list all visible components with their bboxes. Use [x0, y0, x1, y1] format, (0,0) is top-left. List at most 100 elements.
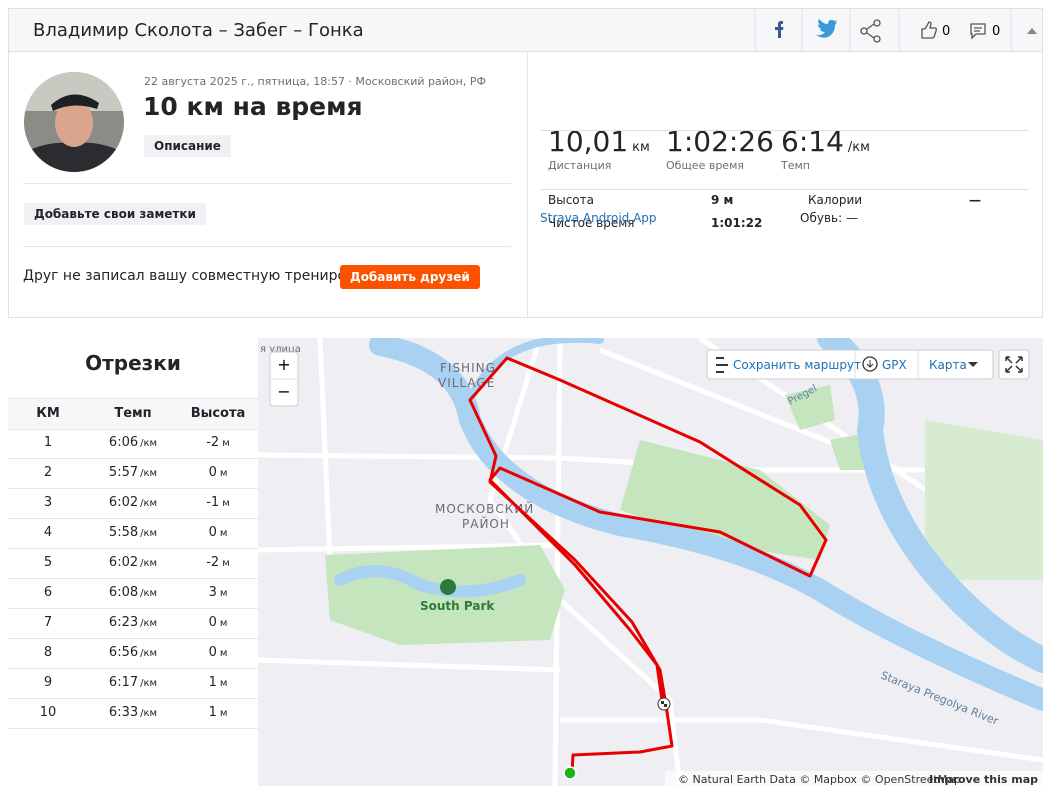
header-bar: Владимир Сколота – Забег – Гонка 0 0 [8, 8, 1043, 52]
elevation-value: -2 [206, 555, 220, 570]
elevation-value: 1 [208, 705, 217, 720]
split-pace: 6:56/км [88, 645, 178, 660]
zoom-in[interactable]: + [277, 355, 290, 374]
split-pace: 6:33/км [88, 705, 178, 720]
separator [540, 189, 1029, 190]
pace-value: 6:56 [108, 645, 139, 660]
share-icons: 0 0 [754, 9, 1037, 51]
zoom-out[interactable]: − [277, 382, 290, 401]
split-row: 7 6:23/км 0 м [8, 608, 258, 639]
map-label: РАЙОН [462, 516, 510, 531]
elevation-unit: м [219, 588, 228, 599]
stat-label: Общее время [666, 159, 744, 172]
attribution-background [665, 771, 1043, 786]
start-marker [563, 766, 577, 780]
collapse-icon[interactable] [1027, 28, 1037, 34]
route-map[interactable]: FISHING VILLAGE МОСКОВСКИЙ РАЙОН South P… [258, 338, 1043, 786]
split-pace: 6:06/км [88, 435, 178, 450]
divider [527, 52, 528, 317]
pace-unit: /км [140, 678, 158, 689]
map-type-button[interactable]: Карта [929, 358, 967, 372]
split-pace: 6:02/км [88, 555, 178, 570]
pace-unit: /км [140, 528, 158, 539]
split-pace: 5:58/км [88, 525, 178, 540]
zoom-control: + − [269, 351, 299, 407]
detail-label: Высота [548, 193, 594, 207]
split-pace: 6:23/км [88, 615, 178, 630]
split-row: 2 5:57/км 0 м [8, 458, 258, 489]
elevation-value: 0 [208, 615, 217, 630]
detail-value: 9 м [711, 193, 734, 207]
map-label: МОСКОВСКИЙ [435, 501, 534, 516]
add-friends-button[interactable]: Добавить друзей [340, 265, 480, 289]
elevation-unit: м [222, 498, 230, 509]
pace-unit: /км [140, 648, 158, 659]
split-km: 7 [43, 615, 53, 630]
facebook-icon[interactable] [775, 21, 784, 38]
share-icon[interactable] [860, 19, 881, 43]
pace-value: 6:02 [108, 495, 139, 510]
fullscreen-button[interactable] [998, 349, 1030, 380]
comment-count: 0 [992, 24, 1000, 39]
split-pace: 6:02/км [88, 495, 178, 510]
detail-label: Чистое время [548, 216, 635, 230]
split-row: 10 6:33/км 1 м [8, 698, 258, 729]
split-km: 2 [43, 465, 53, 480]
improve-map-link[interactable]: Improve this map [929, 773, 1038, 786]
park-icon [440, 579, 456, 595]
stat-unit: /км [847, 140, 870, 155]
separator [540, 130, 1029, 131]
activity-title: 10 км на время [143, 92, 363, 121]
splits-header: КМ Темп Высота [8, 398, 258, 430]
split-elevation: -2 м [178, 555, 258, 570]
kudos-count: 0 [942, 24, 950, 39]
split-km: 1 [43, 435, 53, 450]
rivers [334, 338, 1043, 711]
stat-label: Темп [781, 159, 810, 172]
stat-label: Дистанция [548, 159, 612, 172]
splits-title: Отрезки [85, 351, 181, 375]
column-header: КМ [36, 406, 60, 421]
device-link[interactable]: Strava Android App [540, 211, 657, 225]
split-row: 8 6:56/км 0 м [8, 638, 258, 669]
twitter-icon[interactable] [816, 19, 837, 38]
elevation-value: -1 [206, 495, 220, 510]
finish-marker [657, 697, 671, 711]
gpx-button[interactable]: GPX [882, 358, 907, 372]
pace-unit: /км [140, 468, 158, 479]
notes-button[interactable]: Добавьте свои заметки [24, 203, 206, 225]
pace-value: 6:33 [108, 705, 139, 720]
separator [23, 183, 511, 184]
kudos-icon[interactable] [921, 21, 937, 39]
elevation-value: 0 [208, 465, 217, 480]
pace-value: 6:02 [108, 555, 139, 570]
elevation-unit: м [222, 558, 230, 569]
description-button[interactable]: Описание [144, 135, 231, 157]
split-row: 3 6:02/км -1 м [8, 488, 258, 519]
summary-panel: 22 августа 2025 г., пятница, 18:57 · Мос… [8, 52, 1043, 318]
comment-icon[interactable] [970, 23, 986, 40]
detail-label: Калории [808, 193, 863, 207]
split-km: 9 [43, 675, 53, 690]
map-label: South Park [420, 599, 495, 613]
save-route-button[interactable]: Сохранить маршрут [733, 358, 861, 372]
split-pace: 6:17/км [88, 675, 178, 690]
split-row: 4 5:58/км 0 м [8, 518, 258, 549]
elevation-value: 3 [208, 585, 217, 600]
map-label: я улица [260, 344, 301, 355]
pace-unit: /км [140, 558, 158, 569]
split-km: 3 [43, 495, 53, 510]
shoes: Обувь: — [800, 211, 858, 225]
pace-unit: /км [140, 708, 158, 719]
split-km: 5 [43, 555, 53, 570]
avatar[interactable] [23, 71, 125, 173]
map-label: FISHING [440, 361, 496, 375]
elevation-value: -2 [206, 435, 220, 450]
